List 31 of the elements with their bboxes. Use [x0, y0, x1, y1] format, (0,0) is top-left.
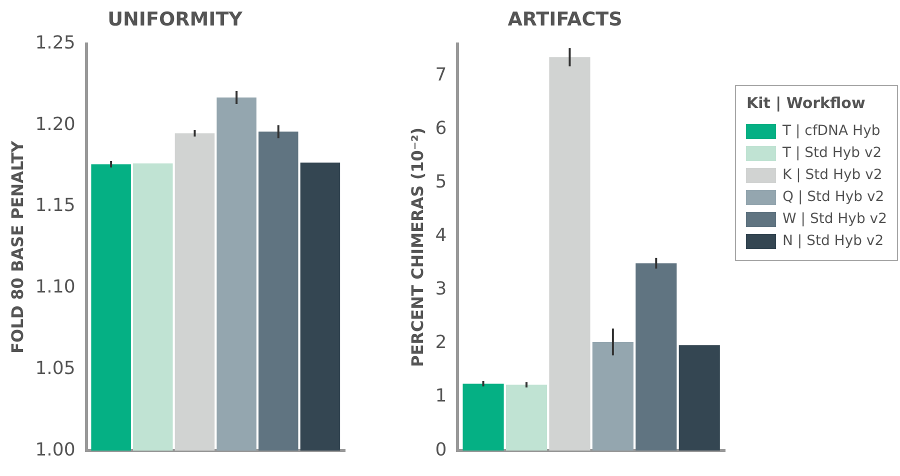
- legend-label: W | Std Hyb v2: [782, 211, 887, 227]
- bar: [549, 57, 590, 451]
- legend-label: K | Std Hyb v2: [782, 167, 882, 183]
- y-tick-label: 1.25: [35, 32, 76, 54]
- chart-title: ARTIFACTS: [508, 8, 622, 30]
- bar: [678, 345, 720, 451]
- y-tick-label: 0: [435, 439, 447, 460]
- y-axis-title: FOLD 80 BASE PENALTY: [8, 140, 27, 354]
- bar: [506, 384, 548, 451]
- legend-label: T | Std Hyb v2: [782, 145, 882, 161]
- y-tick-label: 7: [435, 64, 447, 86]
- y-tick-label: 1.05: [35, 358, 76, 379]
- legend-title: Kit | Workflow: [746, 94, 866, 112]
- legend-label: Q | Std Hyb v2: [782, 189, 884, 205]
- y-tick-label: 5: [435, 172, 447, 193]
- bar: [636, 263, 677, 451]
- y-tick-label: 1.10: [35, 276, 76, 298]
- bar: [462, 384, 504, 451]
- y-tick-label: 2: [435, 332, 447, 354]
- y-tick-label: 6: [435, 118, 447, 140]
- chart-title: UNIFORMITY: [108, 8, 243, 30]
- legend-label: T | cfDNA Hyb: [782, 123, 880, 139]
- y-tick-label: 1: [435, 386, 447, 407]
- bar: [592, 342, 634, 451]
- y-tick-label: 1.00: [35, 439, 76, 460]
- legend-label: N | Std Hyb v2: [782, 233, 884, 249]
- y-tick-label: 1.15: [35, 195, 76, 216]
- y-tick-label: 3: [435, 278, 447, 300]
- y-tick-label: 1.20: [35, 114, 76, 135]
- y-tick-label: 4: [435, 225, 447, 246]
- y-axis-title: PERCENT CHIMERAS (10⁻²): [408, 127, 427, 368]
